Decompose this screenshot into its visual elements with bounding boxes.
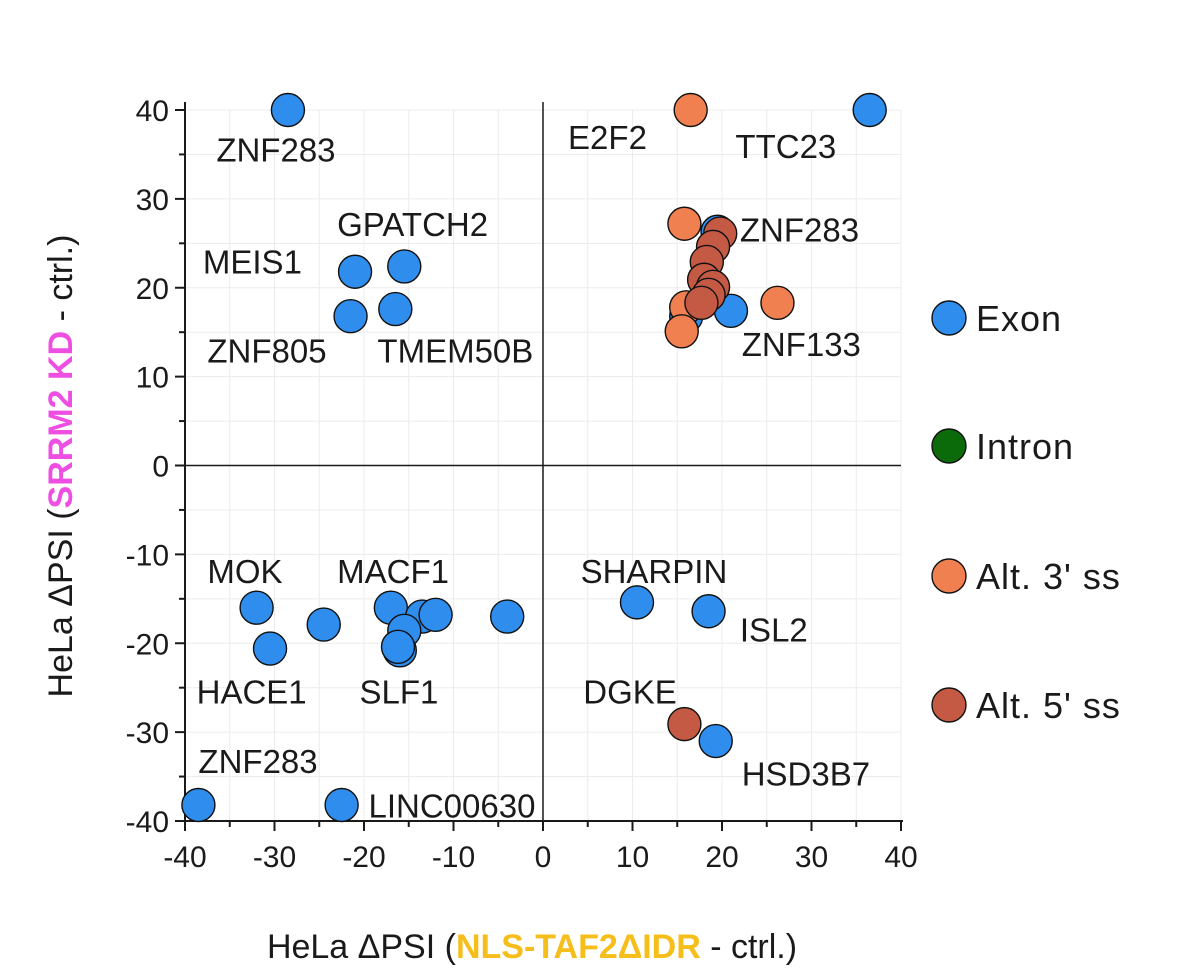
x-tick-label: -10 <box>432 841 475 874</box>
tick-labels: -40 -30 -20 -10 0 10 20 30 40 -40 -30 -20 -10 0 10 20 30… <box>126 95 918 874</box>
point-label: TTC23 <box>735 128 836 165</box>
data-point <box>333 298 368 334</box>
x-tick-label: -40 <box>163 841 206 874</box>
data-point <box>667 206 702 241</box>
data-point <box>337 254 373 289</box>
data-point <box>664 314 699 349</box>
legend-item: Exon <box>931 298 1062 339</box>
y-axis-title-prefix: HeLa ΔPSI ( <box>42 508 80 698</box>
point-label: HSD3B7 <box>742 755 870 792</box>
data-point <box>418 597 453 633</box>
axes <box>184 102 903 822</box>
point-label: SHARPIN <box>581 553 728 590</box>
point-label: ZNF805 <box>207 332 326 369</box>
data-point <box>691 594 726 629</box>
legend-marker <box>931 300 967 336</box>
data-point <box>684 285 719 321</box>
legend-label: Alt. 3' ss <box>976 556 1121 597</box>
y-tick-label: -30 <box>126 717 169 750</box>
x-tick-label: -30 <box>253 841 296 874</box>
legend-item: Alt. 5' ss <box>931 685 1121 726</box>
x-tick-label: 30 <box>795 841 828 874</box>
x-tick-label: 10 <box>616 841 649 874</box>
data-point <box>306 607 341 642</box>
y-axis-title: HeLa ΔPSI (SRRM2 KD - ctrl.) <box>42 235 80 698</box>
data-point <box>387 249 422 284</box>
x-tick-label: 20 <box>705 841 738 874</box>
point-label: MACF1 <box>337 553 449 590</box>
data-point <box>181 787 216 823</box>
point-label: ZNF133 <box>742 326 861 363</box>
data-point <box>239 590 274 625</box>
point-label: SLF1 <box>360 674 439 711</box>
y-axis-title-suffix: - ctrl.) <box>42 235 80 331</box>
point-label: MOK <box>207 553 282 590</box>
data-point <box>380 629 416 665</box>
point-label: HACE1 <box>197 674 307 711</box>
point-label: LINC00630 <box>368 787 535 824</box>
legend-marker <box>931 687 967 723</box>
legend-label: Alt. 5' ss <box>976 685 1121 726</box>
data-point <box>324 787 359 823</box>
x-tick-label: 0 <box>535 841 552 874</box>
legend-item: Alt. 3' ss <box>931 556 1121 597</box>
point-label: ZNF283 <box>216 132 335 169</box>
y-axis-title-highlight: SRRM2 KD <box>42 331 80 509</box>
y-tick-label: -20 <box>126 628 169 661</box>
point-label: DGKE <box>583 674 677 711</box>
y-tick-label: 20 <box>136 273 169 306</box>
x-axis-title-highlight: NLS-TAF2ΔIDR <box>456 928 701 966</box>
legend-marker <box>931 558 967 594</box>
point-label: MEIS1 <box>203 244 302 281</box>
data-point <box>252 631 288 666</box>
legend-label: Intron <box>976 426 1074 467</box>
data-point <box>760 285 795 321</box>
y-tick-label: 0 <box>152 451 169 484</box>
data-point <box>698 723 733 759</box>
legend-marker <box>931 428 967 464</box>
data-point <box>673 92 708 128</box>
data-point <box>378 291 413 327</box>
data-point <box>619 585 655 620</box>
x-tick-label: 40 <box>884 841 917 874</box>
x-axis-title-suffix: - ctrl.) <box>701 928 797 966</box>
point-label: TMEM50B <box>377 332 533 369</box>
legend-item: Intron <box>931 426 1074 467</box>
data-point <box>270 92 306 128</box>
y-tick-label: -10 <box>126 539 169 572</box>
data-point <box>490 599 525 634</box>
y-tick-label: -40 <box>126 806 169 839</box>
data-point <box>852 92 887 128</box>
point-label: E2F2 <box>568 119 647 156</box>
legend-label: Exon <box>976 298 1062 339</box>
data-point <box>667 706 702 742</box>
data-points <box>181 92 887 823</box>
point-label: ZNF283 <box>740 212 859 249</box>
x-tick-label: -20 <box>342 841 385 874</box>
point-label: GPATCH2 <box>337 206 488 243</box>
x-axis-title: HeLa ΔPSI (NLS-TAF2ΔIDR - ctrl.) <box>267 928 797 966</box>
x-axis-title-prefix: HeLa ΔPSI ( <box>267 928 457 966</box>
y-tick-label: 30 <box>136 184 169 217</box>
y-tick-label: 40 <box>136 95 169 128</box>
point-label: ZNF283 <box>198 743 317 780</box>
y-tick-label: 10 <box>136 362 169 395</box>
legend: Exon Intron Alt. 3' ss Alt. 5' ss <box>931 298 1121 726</box>
point-label: ISL2 <box>740 611 808 648</box>
